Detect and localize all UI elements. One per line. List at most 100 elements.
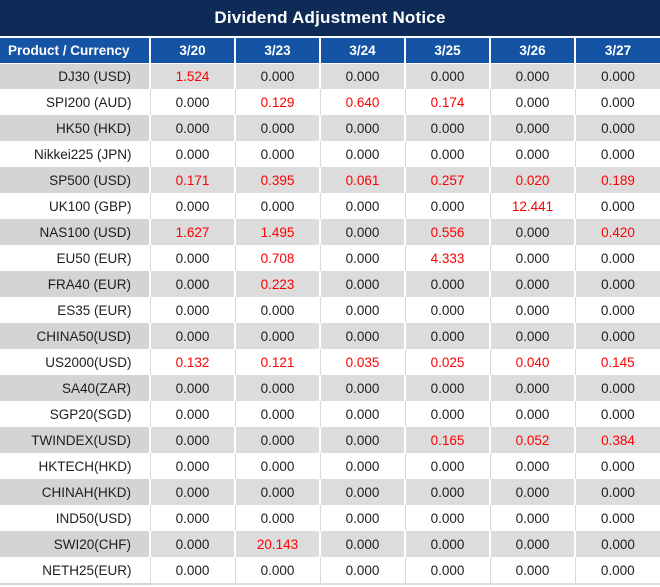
- product-label: HKTECH(HKD): [0, 453, 151, 479]
- product-label: TWINDEX(USD): [0, 427, 151, 453]
- dividend-value-cell: 0.000: [150, 479, 236, 505]
- dividend-table: Product / Currency 3/20 3/23 3/24 3/25 3/26 3…: [0, 38, 660, 583]
- dividend-value-cell: 0.000: [150, 297, 236, 323]
- dividend-value-cell: 0.000: [150, 89, 236, 115]
- dividend-value-cell: 4.333: [405, 245, 491, 271]
- table-row: EU50 (EUR) 0.000 0.708 0.000 4.333 0.000 0.000: [0, 245, 660, 271]
- dividend-value-cell: 0.395: [235, 167, 321, 193]
- table-row: US2000(USD) 0.132 0.121 0.035 0.025 0.040 0.14…: [0, 349, 660, 375]
- dividend-value-cell: 1.495: [235, 219, 321, 245]
- product-label: NETH25(EUR): [0, 557, 151, 583]
- date-column-header: 3/26: [490, 38, 576, 64]
- dividend-value-cell: 0.000: [575, 193, 660, 219]
- dividend-value-cell: 0.000: [235, 297, 321, 323]
- dividend-value-cell: 0.000: [235, 141, 321, 167]
- dividend-value-cell: 0.000: [490, 375, 576, 401]
- dividend-value-cell: 0.000: [405, 323, 491, 349]
- dividend-value-cell: 0.000: [235, 505, 321, 531]
- dividend-value-cell: 0.000: [405, 531, 491, 557]
- dividend-value-cell: 0.000: [150, 375, 236, 401]
- table-row: HK50 (HKD) 0.000 0.000 0.000 0.000 0.000 0.000: [0, 115, 660, 141]
- dividend-value-cell: 0.000: [405, 141, 491, 167]
- table-row: CHINA50(USD) 0.000 0.000 0.000 0.000 0.000 0.0…: [0, 323, 660, 349]
- dividend-value-cell: 0.000: [150, 193, 236, 219]
- product-label: IND50(USD): [0, 505, 151, 531]
- dividend-value-cell: 0.000: [320, 401, 406, 427]
- dividend-value-cell: 0.000: [150, 505, 236, 531]
- dividend-value-cell: 0.000: [490, 89, 576, 115]
- dividend-value-cell: 0.000: [405, 505, 491, 531]
- product-label: CHINAH(HKD): [0, 479, 151, 505]
- dividend-value-cell: 0.000: [150, 141, 236, 167]
- table-row: NETH25(EUR) 0.000 0.000 0.000 0.000 0.000 0.00…: [0, 557, 660, 583]
- dividend-value-cell: 0.000: [575, 115, 660, 141]
- dividend-value-cell: 0.000: [235, 375, 321, 401]
- dividend-value-cell: 0.000: [320, 245, 406, 271]
- dividend-value-cell: 0.000: [405, 193, 491, 219]
- table-row: NAS100 (USD) 1.627 1.495 0.000 0.556 0.000 0.4…: [0, 219, 660, 245]
- dividend-value-cell: 0.000: [490, 245, 576, 271]
- dividend-value-cell: 0.000: [405, 115, 491, 141]
- dividend-value-cell: 0.000: [490, 401, 576, 427]
- dividend-value-cell: 0.000: [575, 375, 660, 401]
- table-row: IND50(USD) 0.000 0.000 0.000 0.000 0.000 0.000: [0, 505, 660, 531]
- product-label: DJ30 (USD): [0, 63, 151, 89]
- dividend-value-cell: 0.420: [575, 219, 660, 245]
- dividend-value-cell: 0.640: [320, 89, 406, 115]
- dividend-value-cell: 0.000: [575, 271, 660, 297]
- product-label: FRA40 (EUR): [0, 271, 151, 297]
- dividend-value-cell: 0.025: [405, 349, 491, 375]
- dividend-value-cell: 0.000: [575, 505, 660, 531]
- table-row: CHINAH(HKD) 0.000 0.000 0.000 0.000 0.000 0.00…: [0, 479, 660, 505]
- table-row: TWINDEX(USD) 0.000 0.000 0.000 0.165 0.052 0.3…: [0, 427, 660, 453]
- dividend-value-cell: 0.189: [575, 167, 660, 193]
- table-row: SP500 (USD) 0.171 0.395 0.061 0.257 0.020 0.18…: [0, 167, 660, 193]
- dividend-value-cell: 0.000: [575, 479, 660, 505]
- dividend-value-cell: 0.000: [320, 193, 406, 219]
- dividend-value-cell: 1.524: [150, 63, 236, 89]
- product-currency-header: Product / Currency: [0, 38, 151, 64]
- dividend-value-cell: 0.145: [575, 349, 660, 375]
- product-label: SP500 (USD): [0, 167, 151, 193]
- dividend-value-cell: 1.627: [150, 219, 236, 245]
- dividend-value-cell: 0.000: [320, 479, 406, 505]
- date-column-header: 3/24: [320, 38, 406, 64]
- dividend-value-cell: 0.129: [235, 89, 321, 115]
- dividend-value-cell: 0.000: [150, 531, 236, 557]
- date-column-header: 3/25: [405, 38, 491, 64]
- product-label: Nikkei225 (JPN): [0, 141, 151, 167]
- table-row: FRA40 (EUR) 0.000 0.223 0.000 0.000 0.000 0.00…: [0, 271, 660, 297]
- product-label: UK100 (GBP): [0, 193, 151, 219]
- product-label: HK50 (HKD): [0, 115, 151, 141]
- dividend-value-cell: 0.000: [235, 193, 321, 219]
- dividend-value-cell: 0.061: [320, 167, 406, 193]
- table-row: SGP20(SGD) 0.000 0.000 0.000 0.000 0.000 0.000: [0, 401, 660, 427]
- dividend-value-cell: 0.000: [320, 115, 406, 141]
- dividend-value-cell: 0.020: [490, 167, 576, 193]
- date-column-header: 3/23: [235, 38, 321, 64]
- dividend-value-cell: 0.171: [150, 167, 236, 193]
- dividend-value-cell: 0.000: [235, 115, 321, 141]
- dividend-value-cell: 0.000: [235, 427, 321, 453]
- dividend-value-cell: 0.000: [490, 479, 576, 505]
- dividend-value-cell: 0.223: [235, 271, 321, 297]
- dividend-value-cell: 0.000: [235, 557, 321, 583]
- dividend-value-cell: 0.000: [150, 401, 236, 427]
- dividend-value-cell: 0.000: [405, 401, 491, 427]
- title-bar: Dividend Adjustment Notice: [0, 0, 660, 38]
- dividend-value-cell: 0.000: [235, 401, 321, 427]
- dividend-value-cell: 0.000: [235, 63, 321, 89]
- product-label: SWI20(CHF): [0, 531, 151, 557]
- page-title: Dividend Adjustment Notice: [214, 8, 446, 27]
- dividend-value-cell: 0.000: [405, 297, 491, 323]
- dividend-value-cell: 0.000: [235, 453, 321, 479]
- dividend-value-cell: 0.000: [150, 453, 236, 479]
- dividend-value-cell: 0.000: [490, 297, 576, 323]
- dividend-value-cell: 0.000: [235, 323, 321, 349]
- dividend-value-cell: 0.000: [150, 271, 236, 297]
- dividend-value-cell: 0.000: [405, 453, 491, 479]
- date-column-header: 3/27: [575, 38, 660, 64]
- product-label: SPI200 (AUD): [0, 89, 151, 115]
- dividend-value-cell: 0.000: [575, 63, 660, 89]
